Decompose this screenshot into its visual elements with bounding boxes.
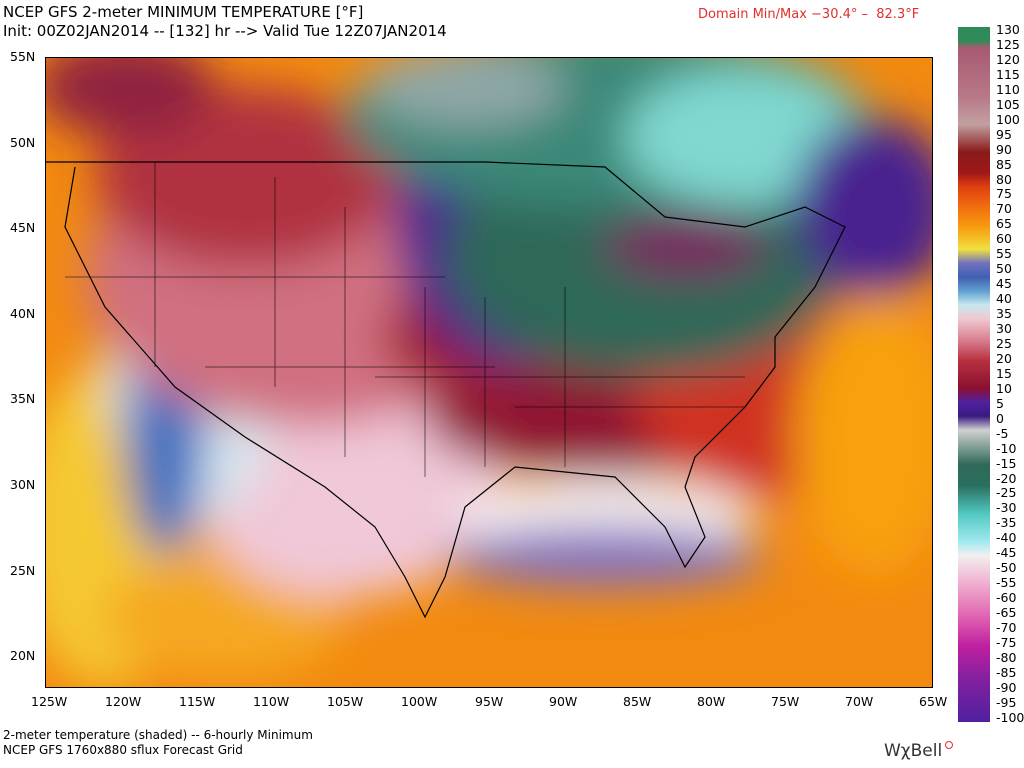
domain-minmax: Domain Min/Max −30.4° – 82.3°F	[698, 7, 920, 22]
colorbar-label: -5	[996, 425, 1009, 441]
subtitle: Init: 00Z02JAN2014 -- [132] hr --> Valid…	[3, 22, 447, 40]
colorbar-label: 60	[996, 231, 1012, 247]
colorbar-label: 100	[996, 111, 1020, 127]
title: NCEP GFS 2-meter MINIMUM TEMPERATURE [°F…	[3, 3, 364, 21]
lon-label: 80W	[697, 694, 726, 709]
colorbar-label: 130	[996, 22, 1020, 37]
colorbar-label: -30	[996, 500, 1017, 516]
lat-label: 25N	[10, 562, 36, 578]
lon-label: 95W	[475, 694, 504, 709]
colorbar-label: 0	[996, 410, 1004, 426]
colorbar-label: 50	[996, 261, 1012, 277]
lon-label: 70W	[845, 694, 874, 709]
colorbar-label: 20	[996, 350, 1012, 366]
colorbar-label: 80	[996, 171, 1012, 187]
colorbar-label: 35	[996, 306, 1012, 322]
colorbar-label: 30	[996, 321, 1012, 336]
colorbar-label: 10	[996, 380, 1012, 396]
lon-label: 75W	[771, 694, 800, 709]
colorbar-label: 115	[996, 66, 1020, 82]
colorbar-label: 85	[996, 156, 1012, 172]
lon-label: 85W	[623, 694, 652, 709]
colorbar-label: -15	[996, 455, 1017, 471]
colorbar-label: -85	[996, 664, 1017, 680]
lat-label: 55N	[10, 49, 36, 64]
lat-label: 45N	[10, 220, 36, 236]
colorbar-label: -95	[996, 694, 1017, 710]
lon-label: 65W	[919, 694, 948, 709]
colorbar-label: 120	[996, 51, 1020, 67]
colorbar-label: -100	[996, 709, 1024, 725]
map	[45, 57, 933, 688]
colorbar-label: 15	[996, 365, 1012, 381]
colorbar-label: -75	[996, 634, 1017, 650]
colorbar-label: -40	[996, 530, 1017, 546]
colorbar-label: 55	[996, 246, 1012, 262]
colorbar-label: 90	[996, 141, 1012, 157]
lon-label: 115W	[179, 694, 216, 709]
colorbar-label: -45	[996, 545, 1017, 561]
colorbar-label: -10	[996, 440, 1017, 456]
colorbar-label: -65	[996, 605, 1017, 621]
lon-label: 110W	[253, 694, 290, 709]
colorbar-label: 95	[996, 126, 1012, 142]
colorbar	[958, 27, 990, 722]
colorbar-label: 25	[996, 335, 1012, 351]
footer-line: 2-meter temperature (shaded) -- 6-hourly…	[3, 728, 313, 742]
colorbar-label: -20	[996, 470, 1017, 486]
colorbar-label: 40	[996, 291, 1012, 307]
lon-label: 125W	[31, 694, 68, 709]
lat-label: 20N	[10, 648, 36, 664]
colorbar-label: 105	[996, 96, 1020, 112]
lat-label: 35N	[10, 391, 36, 407]
colorbar-label: 65	[996, 216, 1012, 232]
lon-label: 100W	[401, 694, 438, 709]
lon-label: 105W	[327, 694, 364, 709]
lat-label: 30N	[10, 477, 36, 492]
colorbar-label: -90	[996, 679, 1017, 695]
lat-label: 40N	[10, 305, 36, 321]
colorbar-label: -80	[996, 649, 1017, 665]
lat-label: 50N	[10, 134, 36, 150]
lon-label: 120W	[105, 694, 142, 709]
colorbar-label: -55	[996, 575, 1017, 591]
colorbar-label: 5	[996, 395, 1004, 411]
colorbar-label: -25	[996, 485, 1017, 501]
logo: WχBell	[884, 741, 953, 761]
lon-label: 90W	[549, 694, 578, 709]
colorbar-label: 45	[996, 276, 1012, 292]
colorbar-label: -70	[996, 620, 1017, 635]
colorbar-label: 70	[996, 201, 1012, 217]
colorbar-label: -60	[996, 590, 1017, 606]
colorbar-label: 110	[996, 81, 1020, 97]
colorbar-label: 75	[996, 186, 1012, 202]
colorbar-label: -35	[996, 515, 1017, 531]
colorbar-label: -50	[996, 560, 1017, 576]
colorbar-label: 125	[996, 36, 1020, 52]
footer-line: NCEP GFS 1760x880 sflux Forecast Grid	[3, 743, 243, 757]
